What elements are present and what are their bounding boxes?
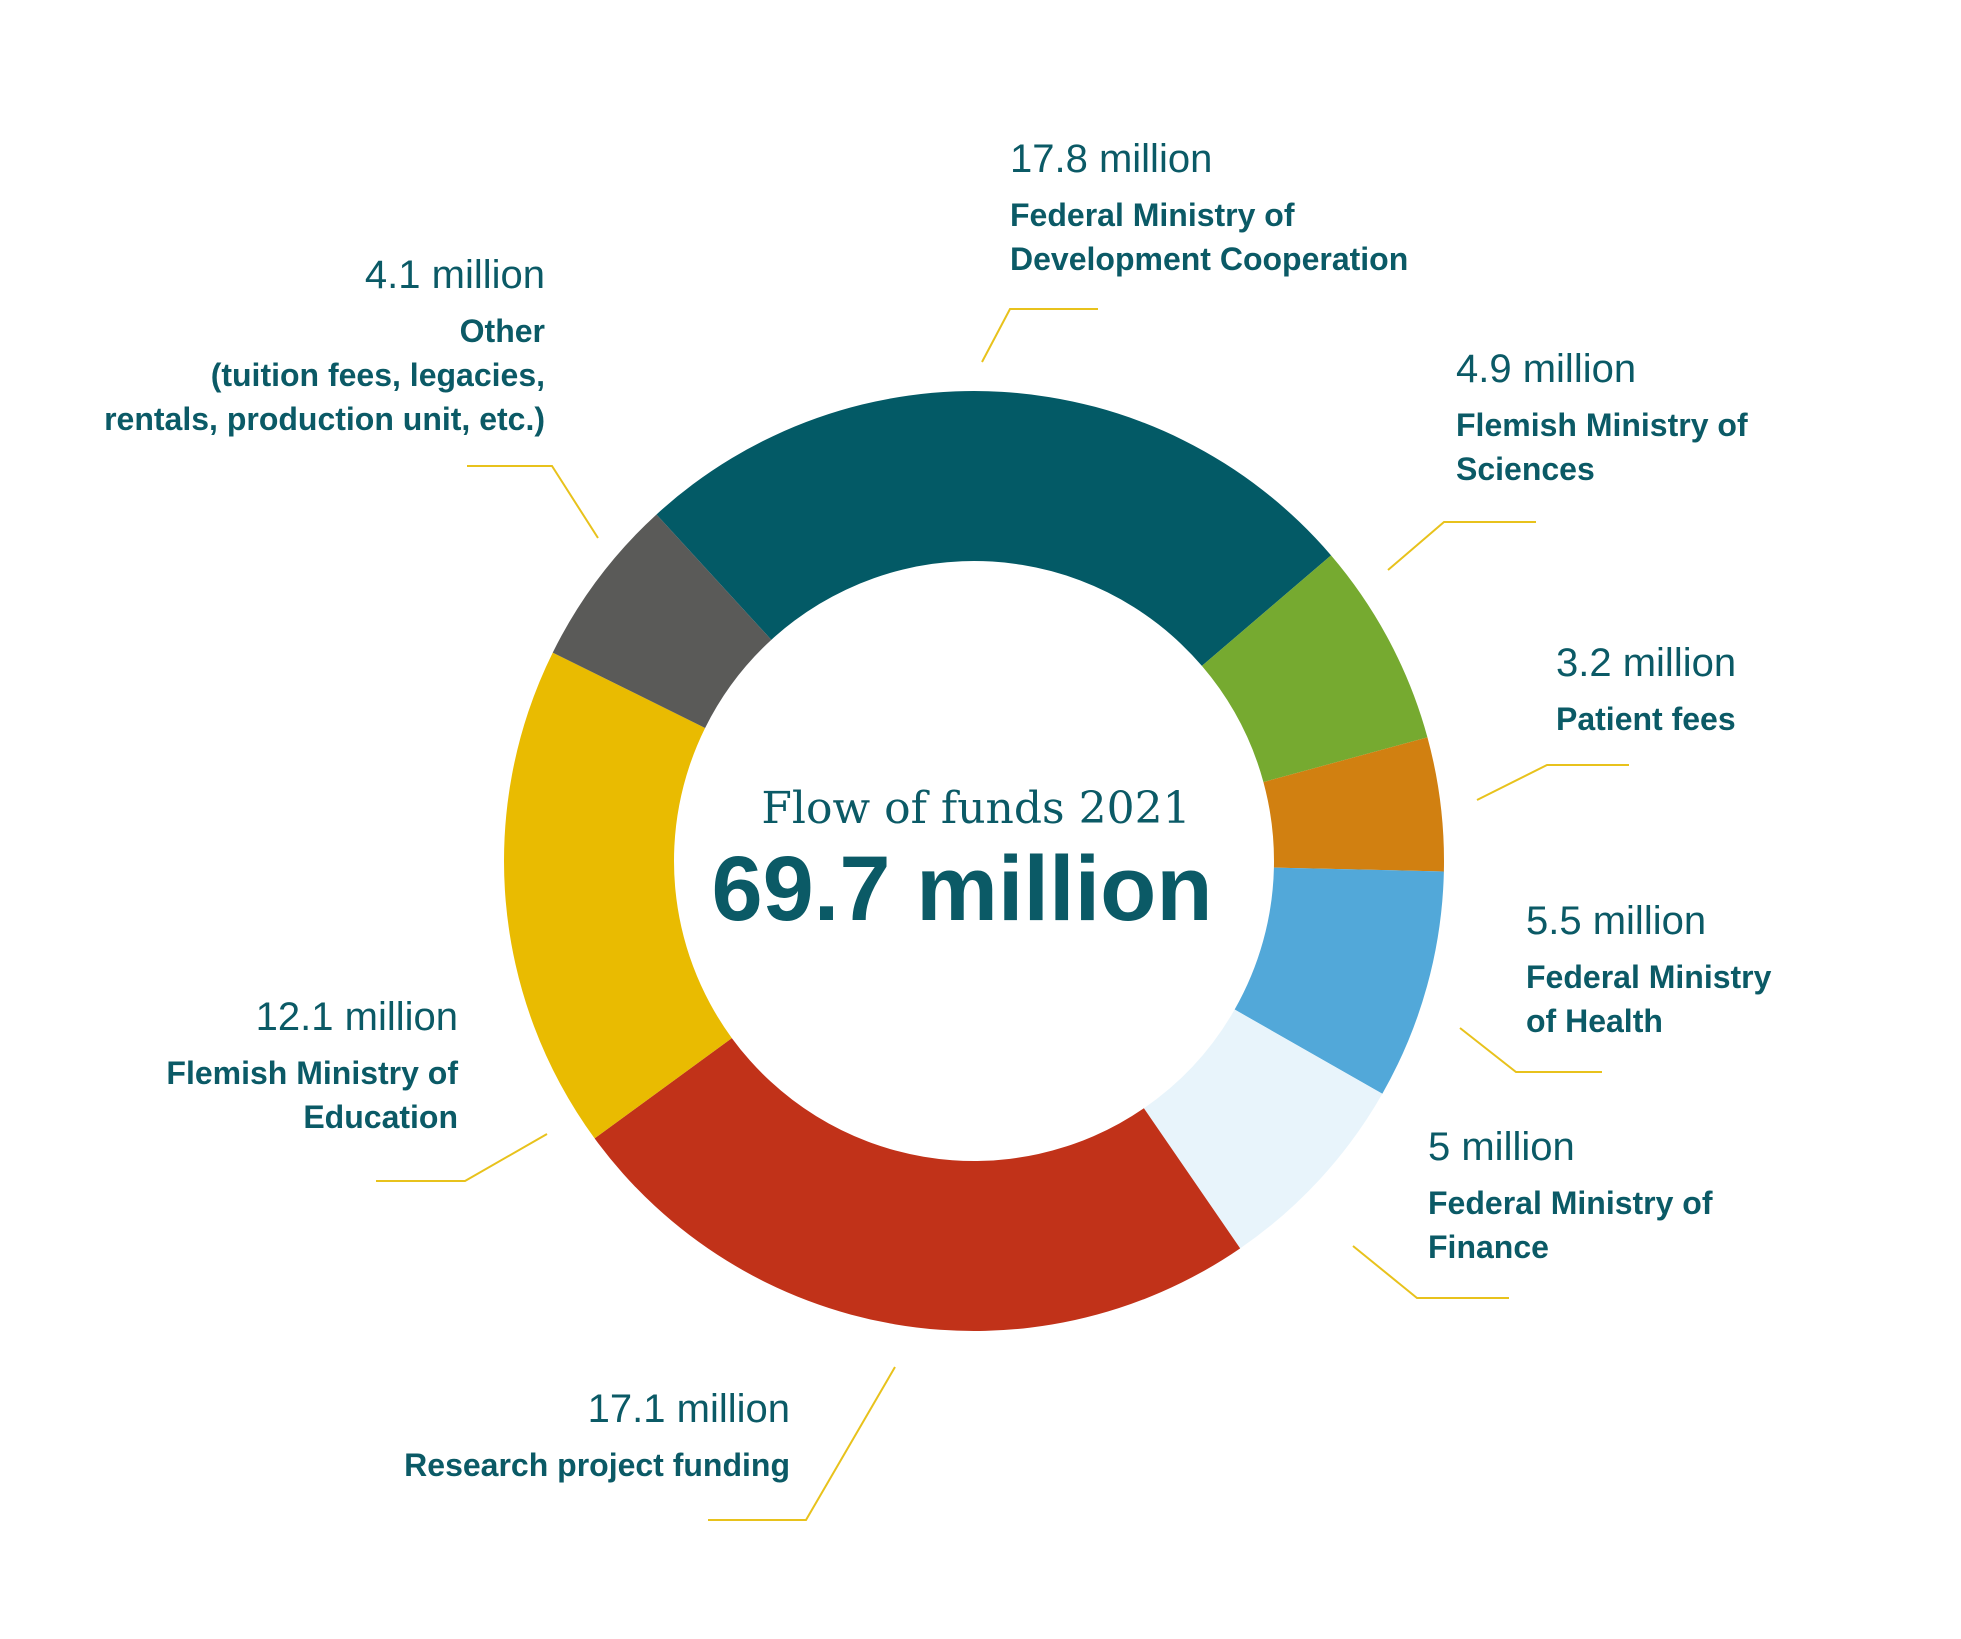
leader-line-other-tuition-fees-legacies-rentals-production-unit-etc bbox=[467, 465, 599, 539]
amount-label-research-project-funding: 17.1 million bbox=[588, 1387, 790, 1431]
slice-federal-ministry-of-health bbox=[1234, 867, 1444, 1094]
slice-flemish-ministry-of-sciences bbox=[1201, 555, 1428, 783]
slice-name-label-flemish-ministry-of-sciences: Flemish Ministry of bbox=[1456, 407, 1748, 443]
slice-federal-ministry-of-finance bbox=[1143, 1009, 1383, 1249]
leader-line-federal-ministry-of-finance bbox=[1352, 1245, 1509, 1299]
leader-line-patient-fees bbox=[1476, 764, 1629, 801]
slice-name-label-other-tuition-fees-legacies-rentals-production-unit-etc: rentals, production unit, etc.) bbox=[104, 401, 545, 437]
slice-name-label-flemish-ministry-of-education: Flemish Ministry of bbox=[166, 1055, 458, 1091]
slice-name-label-federal-ministry-of-health: Federal Ministry bbox=[1526, 959, 1772, 995]
slice-patient-fees bbox=[1263, 737, 1444, 872]
slice-name-label-flemish-ministry-of-sciences: Sciences bbox=[1456, 451, 1595, 487]
amount-label-federal-ministry-of-development-cooperation: 17.8 million bbox=[1010, 137, 1212, 181]
slice-name-label-flemish-ministry-of-education: Education bbox=[303, 1099, 458, 1135]
leader-line-federal-ministry-of-health bbox=[1459, 1027, 1602, 1073]
leader-line-federal-ministry-of-development-cooperation bbox=[981, 308, 1098, 363]
leader-lines bbox=[376, 308, 1629, 1521]
slice-federal-ministry-of-development-cooperation bbox=[656, 391, 1332, 666]
slice-labels: 17.8 million Federal Ministry of Developme… bbox=[104, 137, 1772, 1483]
amount-label-other-tuition-fees-legacies-rentals-production-unit-etc: 4.1 million bbox=[365, 253, 545, 297]
slice-name-label-federal-ministry-of-finance: Finance bbox=[1428, 1229, 1549, 1265]
slice-name-label-research-project-funding: Research project funding bbox=[404, 1447, 790, 1483]
slice-other-tuition-fees-legacies-rentals-production-unit-etc bbox=[552, 514, 772, 728]
donut-slices bbox=[504, 391, 1444, 1331]
slice-flemish-ministry-of-education bbox=[504, 652, 732, 1139]
amount-label-federal-ministry-of-finance: 5 million bbox=[1428, 1125, 1575, 1169]
slice-name-label-patient-fees: Patient fees bbox=[1556, 701, 1736, 737]
slice-name-label-federal-ministry-of-health: of Health bbox=[1526, 1003, 1663, 1039]
slice-name-label-federal-ministry-of-development-cooperation: Federal Ministry of bbox=[1010, 197, 1295, 233]
slice-name-label-federal-ministry-of-finance: Federal Ministry of bbox=[1428, 1185, 1713, 1221]
slice-name-label-federal-ministry-of-development-cooperation: Development Cooperation bbox=[1010, 241, 1408, 277]
slice-name-label-other-tuition-fees-legacies-rentals-production-unit-etc: (tuition fees, legacies, bbox=[211, 357, 545, 393]
leader-line-flemish-ministry-of-sciences bbox=[1387, 521, 1536, 571]
leader-line-flemish-ministry-of-education bbox=[376, 1133, 548, 1182]
amount-label-patient-fees: 3.2 million bbox=[1556, 641, 1736, 685]
amount-label-flemish-ministry-of-sciences: 4.9 million bbox=[1456, 347, 1636, 391]
leader-line-research-project-funding bbox=[708, 1366, 896, 1521]
chart-total: 69.7 million bbox=[711, 838, 1212, 940]
slice-name-label-other-tuition-fees-legacies-rentals-production-unit-etc: Other bbox=[460, 313, 545, 349]
chart-title: Flow of funds 2021 bbox=[761, 783, 1190, 834]
amount-label-federal-ministry-of-health: 5.5 million bbox=[1526, 899, 1706, 943]
amount-label-flemish-ministry-of-education: 12.1 million bbox=[256, 995, 458, 1039]
slice-research-project-funding bbox=[594, 1038, 1241, 1331]
